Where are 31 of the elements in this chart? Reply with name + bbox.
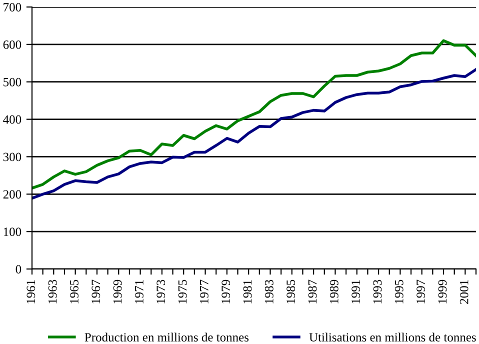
x-tick-label: 1995 <box>394 280 404 304</box>
x-tick-label: 1965 <box>70 280 78 304</box>
y-tick-label: 100 <box>4 228 22 236</box>
y-tick-label: 600 <box>3 40 22 49</box>
x-tick-label: 1967 <box>92 280 100 304</box>
x-tick-label: 1987 <box>308 280 317 304</box>
y-tick-label: 400 <box>3 115 22 124</box>
x-tick-label: 1979 <box>222 280 230 304</box>
x-tick-label: 1993 <box>373 280 382 304</box>
x-tick-label: 1961 <box>26 280 36 304</box>
x-tick-label: 1975 <box>178 280 187 304</box>
x-tick-label: 1989 <box>330 280 338 304</box>
x-tick-label: 1973 <box>156 280 166 304</box>
x-tick-label: 1963 <box>48 280 57 304</box>
y-tick-label: 0 <box>16 265 22 274</box>
y-tick-label: 500 <box>4 78 22 86</box>
y-tick-label: 200 <box>3 190 22 199</box>
x-tick-label: 1971 <box>135 280 144 304</box>
y-tick-label: 700 <box>4 3 22 12</box>
y-tick-label: 300 <box>3 152 22 162</box>
x-tick-label: 1985 <box>286 280 296 304</box>
legend-label: Production en millions de tonnes <box>84 332 249 342</box>
x-tick-label: 1991 <box>352 280 360 304</box>
x-tick-label: 1983 <box>264 280 274 304</box>
x-tick-label: 1981 <box>243 280 252 304</box>
x-tick-label: 1969 <box>113 280 122 304</box>
x-tick-label: 1999 <box>438 280 447 304</box>
x-tick-label: 1977 <box>200 280 208 304</box>
x-tick-label: 2001 <box>460 280 468 304</box>
legend-label: Utilisations en millions de tonnes <box>309 332 476 342</box>
x-tick-label: 1997 <box>416 280 425 304</box>
